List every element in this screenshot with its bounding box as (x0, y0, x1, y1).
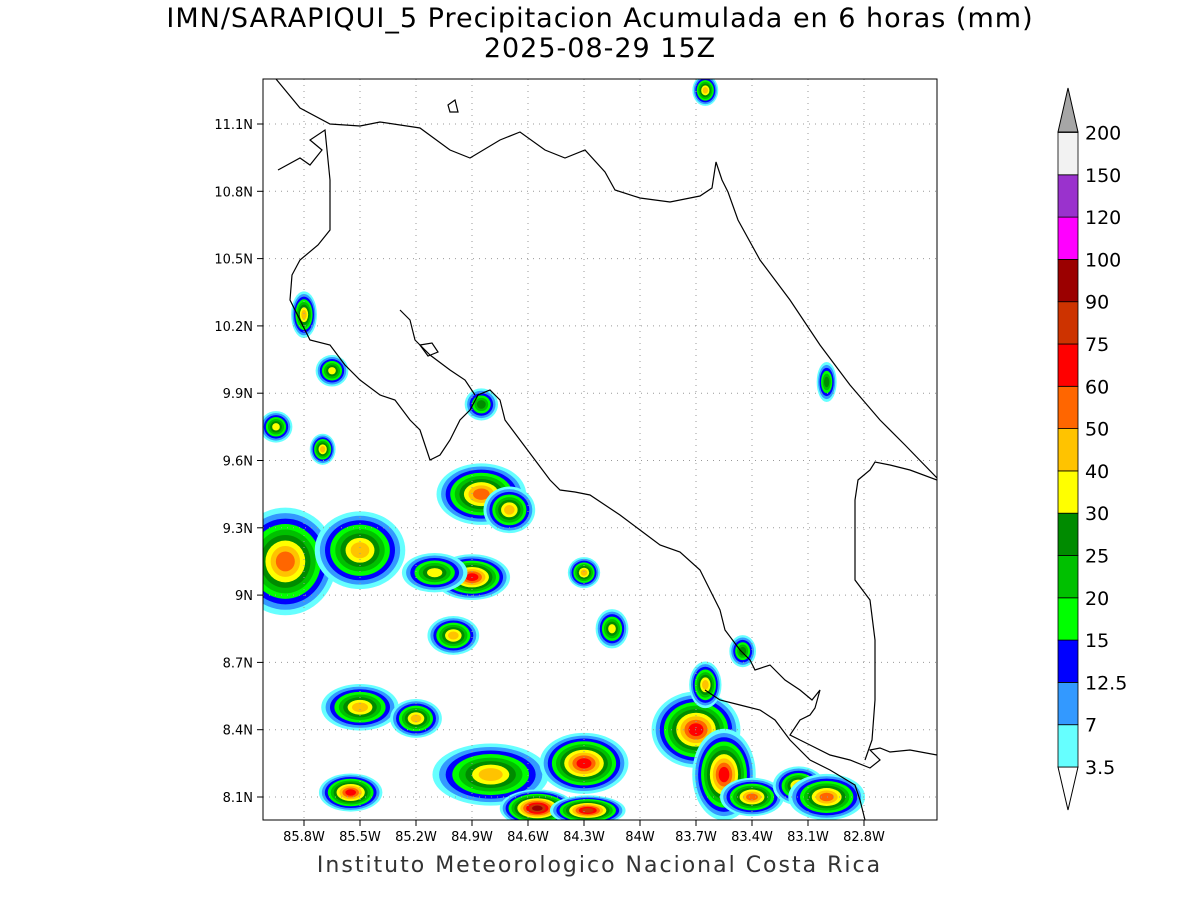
colorbar-swatch (1057, 258, 1079, 303)
x-tick-label: 84.9W (451, 830, 493, 845)
colorbar-label: 15 (1085, 630, 1109, 652)
colorbar-label: 40 (1085, 461, 1109, 483)
colorbar-swatch (1057, 132, 1079, 176)
colorbar-label: 150 (1085, 165, 1121, 187)
y-tick-label: 8.7N (223, 656, 253, 671)
colorbar-swatch (1057, 428, 1079, 472)
x-tick-label: 85.2W (395, 830, 437, 845)
coastline (275, 79, 937, 820)
island (418, 342, 439, 357)
precip-contour (350, 542, 370, 559)
y-tick-label: 9.9N (223, 387, 253, 402)
colorbar-over-arrow (1057, 87, 1079, 133)
precip-contour (448, 631, 459, 640)
precip-contour (427, 568, 443, 578)
x-tick-label: 85.8W (283, 830, 325, 845)
y-tick-label: 9N (235, 589, 253, 604)
y-tick-label: 9.6N (223, 455, 253, 470)
colorbar-swatch (1057, 512, 1079, 556)
precip-contour (301, 309, 307, 320)
precip-contour (275, 551, 295, 572)
x-tick-label: 83.4W (731, 830, 773, 845)
precip-contour (504, 505, 515, 515)
colorbar-label: 12.5 (1085, 672, 1127, 694)
colorbar-under-arrow (1057, 766, 1079, 811)
y-axis-ticks: 8.1N 8.4N 8.7N 9N 9.3N 9.6N 9.9N 10.2N 10.5N 10.8… (214, 118, 263, 806)
y-tick-label: 8.4N (223, 724, 253, 739)
precip-contour (320, 446, 326, 453)
precip-contour (473, 488, 490, 500)
x-tick-label: 84.6W (507, 830, 549, 845)
y-tick-label: 8.1N (223, 791, 253, 806)
footer-credit: Instituto Meteorologico Nacional Costa R… (316, 853, 883, 878)
colorbar-label: 75 (1085, 334, 1109, 356)
y-tick-label: 10.8N (214, 185, 253, 200)
colorbar-swatch (1057, 639, 1079, 683)
colorbar-label: 3.5 (1085, 757, 1115, 779)
colorbar-swatch (1057, 470, 1079, 514)
y-tick-label: 9.3N (223, 522, 253, 537)
x-tick-label: 84.3W (563, 830, 605, 845)
colorbar-swatch (1057, 216, 1079, 260)
colorbar-label: 90 (1085, 292, 1109, 314)
x-axis-ticks: 85.8W 85.5W 85.2W 84.9W 84.6W 84.3W 84W 83.7W 83… (283, 820, 885, 845)
precip-contour (824, 376, 830, 388)
precip-contour (581, 808, 594, 813)
precip-contour (476, 400, 486, 409)
precip-contour (739, 646, 747, 656)
island (447, 98, 459, 113)
colorbar-label: 120 (1085, 207, 1121, 229)
precip-contour (328, 367, 336, 375)
x-tick-label: 83.1W (787, 830, 829, 845)
precip-contour (345, 789, 356, 796)
colorbar-legend: 3.5 7 12.5 15 20 25 30 40 50 60 75 90 100 120 150 200 (1057, 87, 1127, 811)
colorbar-swatch (1057, 555, 1079, 599)
precip-contour (352, 702, 368, 713)
precip-contour (272, 423, 280, 431)
precip-contour (746, 793, 758, 801)
colorbar-swatch (1057, 174, 1079, 218)
y-tick-label: 11.1N (214, 118, 253, 133)
colorbar-swatch (1057, 385, 1079, 429)
colorbar-swatch (1057, 724, 1079, 768)
precip-contour (580, 569, 588, 576)
coastline-osa (704, 689, 866, 820)
y-tick-label: 10.5N (214, 253, 253, 268)
colorbar-swatch (1057, 682, 1079, 726)
grid-lines (263, 79, 937, 820)
x-tick-label: 84W (625, 830, 655, 845)
map-title: IMN/SARAPIQUI_5 Precipitacion Acumulada … (166, 3, 1034, 34)
coastline-pacific (275, 79, 937, 479)
precipitation-field (263, 79, 866, 820)
plot-frame (262, 78, 938, 821)
border-panama (854, 461, 937, 761)
precip-contour (718, 766, 730, 783)
precip-contour (702, 680, 709, 690)
precip-contour (410, 714, 422, 723)
colorbar-swatch (1057, 343, 1079, 387)
precip-contour (608, 624, 616, 634)
colorbar-label: 100 (1085, 249, 1121, 271)
precip-contour (478, 768, 503, 781)
map-subtitle-date: 2025-08-29 15Z (483, 33, 717, 64)
colorbar-swatch (1057, 301, 1079, 345)
precip-contour (702, 87, 708, 94)
y-tick-label: 10.2N (214, 320, 253, 335)
colorbar-label: 25 (1085, 546, 1109, 568)
coastline-nicoya (277, 128, 937, 769)
x-tick-label: 85.5W (339, 830, 381, 845)
precip-contour (819, 792, 834, 802)
precip-contour (532, 805, 543, 811)
colorbar-label: 20 (1085, 588, 1109, 610)
colorbar-label: 50 (1085, 419, 1109, 441)
colorbar-label: 30 (1085, 503, 1109, 525)
x-tick-label: 82.8W (843, 830, 885, 845)
colorbar-label: 60 (1085, 376, 1109, 398)
colorbar-label: 200 (1085, 123, 1121, 145)
x-tick-label: 83.7W (675, 830, 717, 845)
colorbar-label: 7 (1085, 715, 1097, 737)
colorbar-swatch (1057, 597, 1079, 641)
